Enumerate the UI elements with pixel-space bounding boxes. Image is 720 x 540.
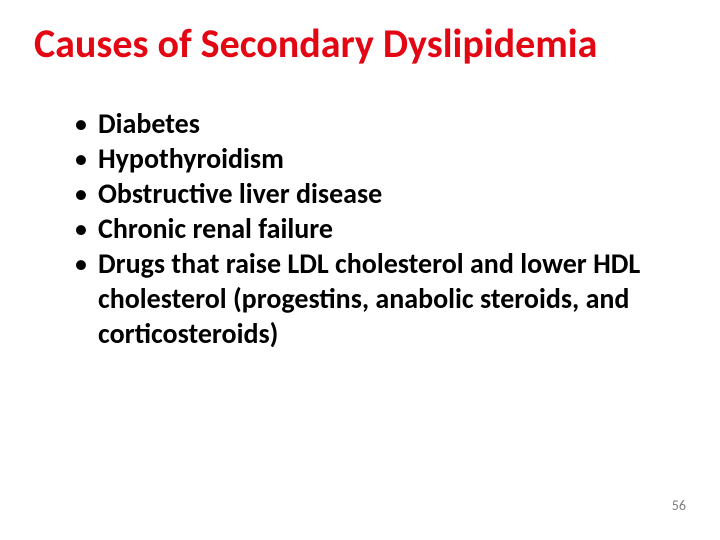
bullet-text: Hypothyroidism bbox=[98, 141, 686, 176]
bullet-text: Chronic renal failure bbox=[98, 211, 686, 246]
bullet-marker: • bbox=[74, 211, 98, 246]
list-item: • Obstructive liver disease bbox=[74, 176, 686, 211]
page-number: 56 bbox=[672, 497, 686, 514]
bullet-marker: • bbox=[74, 141, 98, 176]
list-item: • Drugs that raise LDL cholesterol and l… bbox=[74, 246, 686, 351]
slide-content: • Diabetes • Hypothyroidism • Obstructiv… bbox=[34, 106, 686, 351]
bullet-marker: • bbox=[74, 106, 98, 141]
bullet-marker: • bbox=[74, 246, 98, 281]
slide: Causes of Secondary Dyslipidemia • Diabe… bbox=[0, 0, 720, 540]
bullet-marker: • bbox=[74, 176, 98, 211]
bullet-list: • Diabetes • Hypothyroidism • Obstructiv… bbox=[74, 106, 686, 351]
list-item: • Chronic renal failure bbox=[74, 211, 686, 246]
bullet-text: Drugs that raise LDL cholesterol and low… bbox=[98, 246, 686, 351]
list-item: • Diabetes bbox=[74, 106, 686, 141]
slide-title: Causes of Secondary Dyslipidemia bbox=[34, 22, 686, 66]
bullet-text: Diabetes bbox=[98, 106, 686, 141]
bullet-text: Obstructive liver disease bbox=[98, 176, 686, 211]
list-item: • Hypothyroidism bbox=[74, 141, 686, 176]
